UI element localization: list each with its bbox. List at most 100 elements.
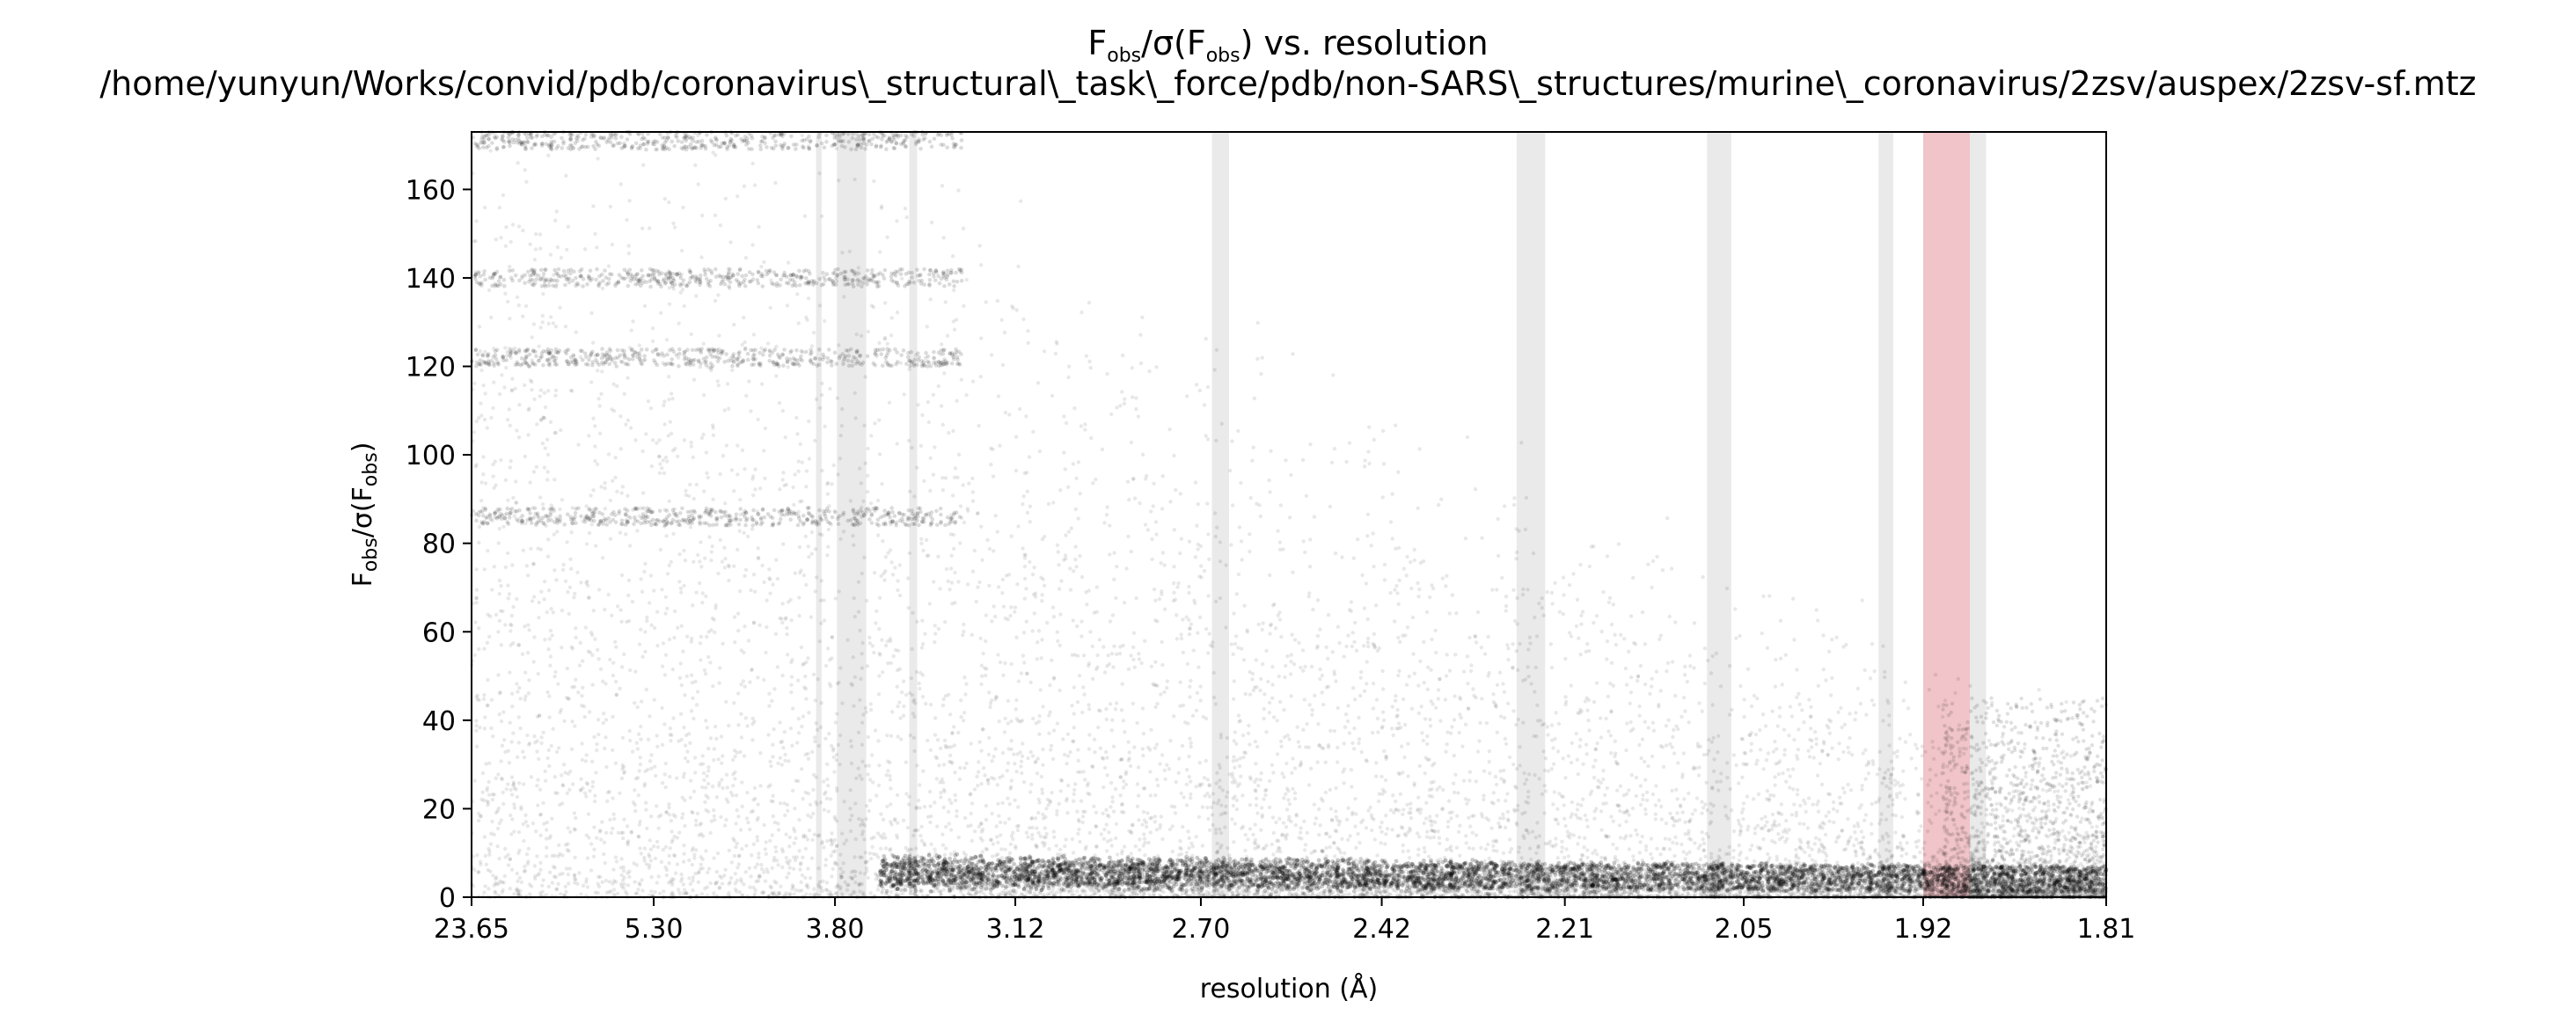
scatter-point [880, 638, 884, 642]
scatter-point [1737, 885, 1742, 889]
scatter-point [1622, 836, 1627, 841]
scatter-point [543, 405, 548, 410]
scatter-point [692, 856, 697, 860]
scatter-point [1650, 720, 1656, 725]
scatter-point [1353, 620, 1358, 625]
scatter-point [1189, 622, 1194, 626]
scatter-point [1802, 720, 1806, 725]
scatter-point [1835, 860, 1840, 865]
scatter-point [827, 731, 831, 736]
scatter-point [1128, 763, 1133, 769]
scatter-point [1437, 502, 1441, 508]
scatter-point [603, 607, 607, 612]
scatter-point [495, 826, 501, 831]
scatter-point [1650, 754, 1655, 759]
scatter-point [963, 852, 969, 858]
scatter-point [763, 476, 767, 481]
scatter-point [1806, 749, 1811, 753]
scatter-point [1906, 706, 1911, 711]
scatter-point [1223, 825, 1227, 829]
scatter-point [883, 643, 889, 648]
scatter-point [1118, 793, 1123, 798]
scatter-point [1436, 697, 1441, 701]
scatter-point [1800, 708, 1804, 712]
scatter-point [1465, 654, 1470, 659]
scatter-point [1811, 802, 1815, 807]
scatter-point [677, 552, 682, 557]
scatter-point [1041, 705, 1045, 709]
scatter-point [765, 598, 769, 603]
scatter-point [933, 624, 937, 628]
scatter-point [842, 295, 846, 299]
scatter-point [753, 467, 757, 471]
scatter-point [731, 836, 735, 841]
scatter-point [483, 853, 487, 858]
scatter-point [1074, 565, 1079, 569]
scatter-point [1019, 764, 1023, 769]
scatter-point [1076, 654, 1080, 658]
scatter-point [1334, 809, 1338, 814]
scatter-point [644, 800, 648, 805]
scatter-point [819, 392, 824, 398]
scatter-point [1176, 771, 1182, 775]
scatter-point [1676, 727, 1680, 732]
scatter-point [1226, 790, 1230, 794]
scatter-point [1284, 807, 1290, 812]
scatter-point [1015, 582, 1020, 587]
scatter-point [1348, 834, 1352, 838]
scatter-point [1994, 801, 1999, 807]
scatter-point [1266, 679, 1270, 684]
scatter-point [1608, 734, 1614, 738]
scatter-point [2001, 836, 2006, 841]
scatter-point [590, 683, 595, 687]
scatter-point [806, 866, 810, 871]
scatter-point [1823, 832, 1828, 837]
scatter-point [1334, 785, 1338, 791]
scatter-point [1443, 698, 1448, 702]
scatter-point [853, 855, 857, 859]
scatter-point [1419, 705, 1423, 709]
scatter-point [1068, 588, 1073, 592]
scatter-point [1940, 714, 1945, 720]
scatter-point [946, 579, 950, 583]
scatter-point [611, 826, 615, 830]
scatter-point [689, 778, 693, 783]
scatter-point [1868, 676, 1873, 681]
scatter-point [1008, 613, 1013, 618]
scatter-point [1882, 675, 1887, 680]
scatter-point [492, 565, 496, 569]
scatter-point [706, 654, 711, 660]
scatter-point [1140, 452, 1145, 457]
scatter-point [1024, 619, 1029, 624]
scatter-point [1068, 566, 1072, 571]
scatter-point [1484, 720, 1489, 726]
scatter-point [1260, 627, 1264, 632]
scatter-point [1390, 705, 1395, 709]
scatter-point [1132, 496, 1138, 500]
ice-ring-bands [816, 132, 1987, 897]
scatter-point [1398, 639, 1402, 644]
scatter-point [651, 438, 655, 442]
scatter-point [1685, 679, 1690, 684]
scatter-point [733, 872, 737, 876]
scatter-point [1702, 681, 1708, 686]
scatter-point [1075, 624, 1079, 629]
scatter-point [881, 539, 885, 544]
scatter-point [483, 391, 487, 396]
scatter-point [1681, 850, 1686, 854]
scatter-point [487, 793, 492, 797]
scatter-point [496, 673, 501, 677]
scatter-point [517, 875, 522, 880]
scatter-point [1615, 788, 1620, 793]
scatter-point [734, 822, 738, 826]
scatter-point [907, 438, 911, 443]
scatter-point [873, 421, 877, 426]
scatter-point [636, 888, 640, 892]
scatter-point [1586, 891, 1592, 895]
scatter-point [1262, 692, 1267, 697]
scatter-point [590, 785, 595, 789]
scatter-point [515, 428, 519, 433]
scatter-point [701, 341, 706, 346]
scatter-point [1691, 767, 1696, 771]
scatter-point [1224, 804, 1228, 808]
